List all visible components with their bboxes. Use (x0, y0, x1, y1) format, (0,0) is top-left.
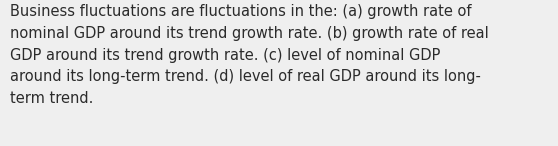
Text: Business fluctuations are fluctuations in the: (a) growth rate of
nominal GDP ar: Business fluctuations are fluctuations i… (10, 4, 489, 106)
